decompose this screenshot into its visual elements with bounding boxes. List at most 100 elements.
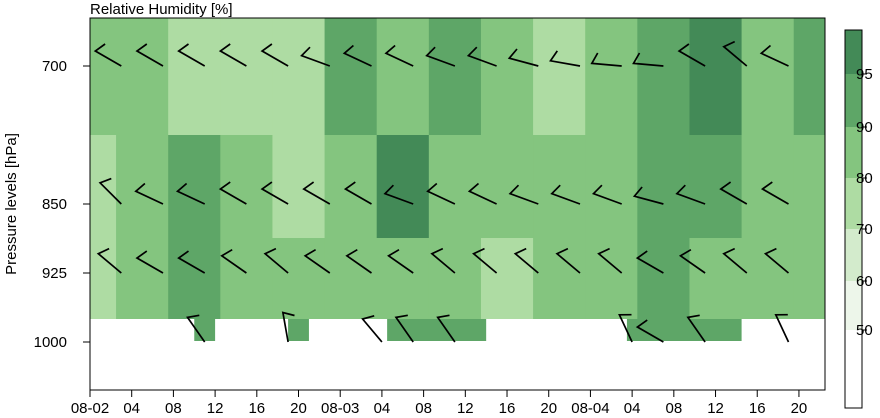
wind-barb — [722, 40, 748, 67]
colorbar-tick-label: 60 — [856, 273, 873, 290]
x-tick-label: 16 — [749, 400, 766, 417]
wind-barb — [98, 177, 122, 205]
wind-barb — [426, 182, 456, 205]
wind-barb — [597, 247, 623, 274]
x-tick-label: 12 — [207, 400, 224, 417]
wind-barb — [96, 247, 122, 274]
x-tick-label: 12 — [457, 400, 474, 417]
wind-barb — [387, 248, 414, 274]
wind-barb — [260, 43, 289, 67]
wind-barb — [260, 181, 289, 205]
x-tick-label: 08 — [165, 400, 182, 417]
wind-barb — [763, 247, 790, 274]
rh-cell — [793, 18, 825, 135]
x-tick-label: 08-03 — [321, 400, 359, 417]
wind-barb — [678, 248, 706, 274]
wind-barb — [590, 52, 622, 67]
x-tick-label: 16 — [499, 400, 516, 417]
wind-barb — [549, 50, 581, 67]
wind-barb — [550, 184, 581, 205]
wind-barb — [722, 247, 748, 274]
colorbar-tick-label: 80 — [856, 170, 873, 187]
rh-cell — [324, 18, 378, 135]
wind-barb — [135, 43, 164, 67]
rh-cell — [428, 135, 482, 238]
rh-cell-1000 — [387, 319, 487, 341]
x-tick-label: 16 — [248, 400, 265, 417]
x-tick-label: 08-04 — [571, 400, 609, 417]
wind-barb — [281, 311, 295, 343]
x-tick-label: 20 — [791, 400, 808, 417]
rh-cell — [585, 135, 638, 238]
colorbar-tick-label: 70 — [856, 221, 873, 238]
rh-cell — [480, 135, 534, 238]
colorbar-tick-label: 50 — [856, 322, 873, 339]
rh-cell — [116, 238, 169, 319]
rh-cell — [168, 238, 221, 319]
rh-cell-1000 — [288, 319, 309, 341]
rh-cell — [90, 238, 117, 319]
colorbar-swatch — [845, 281, 862, 330]
wind-barb — [343, 181, 372, 205]
wind-barb — [345, 248, 372, 274]
rh-cell — [585, 18, 638, 135]
wind-barb — [425, 46, 456, 67]
wind-barb — [220, 248, 247, 274]
y-tick-label: 700 — [42, 58, 67, 75]
wind-barb — [472, 247, 498, 274]
wind-barb — [177, 43, 206, 67]
wind-barb — [635, 250, 664, 274]
wind-barb — [508, 184, 539, 205]
rh-cell — [116, 18, 169, 135]
rh-cell — [480, 18, 534, 135]
rh-cell — [272, 18, 326, 135]
wind-barb — [618, 313, 633, 343]
y-tick-label: 1000 — [34, 334, 67, 351]
rh-cell-1000 — [194, 319, 216, 341]
x-tick-label: 12 — [707, 400, 724, 417]
wind-barb — [507, 48, 539, 67]
x-tick-label: 08-02 — [71, 400, 109, 417]
x-tick-label: 20 — [540, 400, 557, 417]
rh-cell — [376, 238, 430, 319]
wind-barb — [677, 43, 706, 67]
wind-barb — [384, 44, 414, 67]
wind-barb — [686, 314, 706, 343]
wind-barb — [300, 46, 331, 67]
rh-cell — [480, 238, 534, 319]
rh-cell — [533, 238, 586, 319]
colorbar-frame — [844, 29, 863, 409]
colorbar-swatch — [845, 229, 862, 281]
rh-cell — [90, 18, 117, 135]
wind-barb — [383, 184, 414, 205]
rh-cell — [324, 135, 378, 238]
rh-cell — [376, 135, 430, 238]
wind-barb — [303, 248, 331, 274]
rh-cell — [428, 18, 482, 135]
rh-cell — [637, 18, 691, 135]
colorbar-swatch — [845, 74, 862, 127]
wind-barb — [436, 314, 456, 343]
colorbar-tick-label: 95 — [856, 66, 873, 83]
y-axis: 700 850 925 1000 — [34, 58, 90, 351]
wind-barb — [591, 184, 622, 205]
rh-cell — [689, 18, 743, 135]
rh-cell — [376, 18, 430, 135]
rh-field — [90, 18, 825, 341]
rh-cell — [741, 135, 795, 238]
rh-cell — [689, 238, 743, 319]
wind-barb — [218, 43, 247, 67]
chart-title: Relative Humidity [%] — [90, 1, 233, 18]
wind-barb — [177, 250, 206, 274]
y-tick-label: 925 — [42, 265, 67, 282]
colorbar: 50 60 70 80 90 95 — [844, 29, 873, 409]
rh-cell — [168, 135, 221, 238]
rh-cell — [272, 135, 326, 238]
x-axis: 08-02 04 08 12 16 20 08-03 04 08 12 16 20 08-04 04 08 1… — [71, 390, 807, 417]
wind-barb — [135, 250, 164, 274]
wind-barb — [759, 44, 789, 67]
rh-cell — [220, 238, 274, 319]
wind-barb — [93, 43, 122, 67]
wind-barb — [361, 314, 383, 343]
